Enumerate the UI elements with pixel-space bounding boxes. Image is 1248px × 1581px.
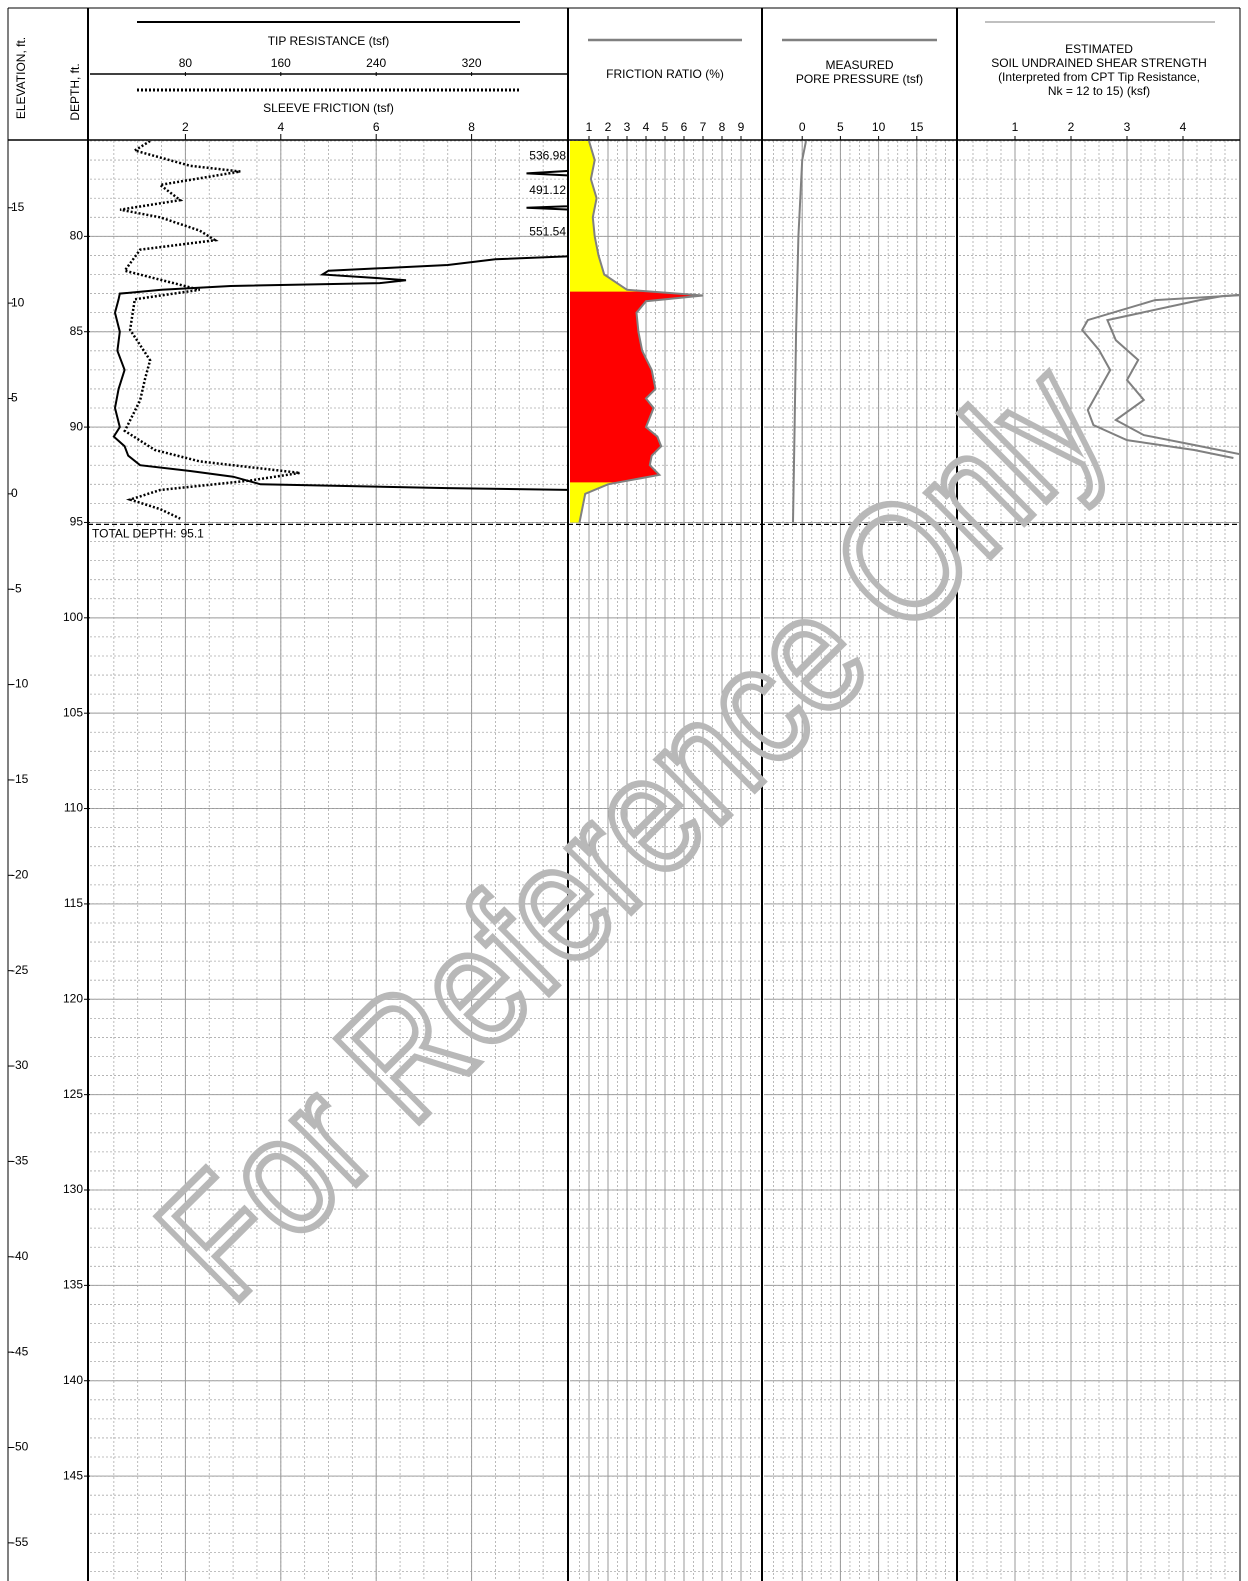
profile-line [1080,294,1239,459]
x-tick-label: 6 [681,120,688,134]
x2-tick-label: 2 [182,120,189,134]
elevation-tick-label: 5 [11,391,18,405]
elevation-tick-label: -5 [11,581,22,595]
depth-tick-label: 145 [63,1468,83,1482]
panel-marks [1080,293,1239,459]
elevation-tick-label: 10 [11,295,25,309]
depth-tick-label: 115 [64,896,83,910]
total-depth-label: TOTAL DEPTH: [92,527,176,541]
profile-line [1106,293,1239,455]
panel-title: PORE PRESSURE (tsf) [796,72,923,86]
x2-tick-label: 6 [373,120,380,134]
depth-tick-label: 135 [63,1278,83,1292]
panel-marks [570,141,704,523]
elevation-tick-label: 15 [11,200,25,214]
elevation-tick-label: -50 [11,1440,29,1454]
elevation-tick-label: -45 [11,1344,29,1358]
panel-title: TIP RESISTANCE (tsf) [268,34,390,48]
peak-label: 551.54 [529,225,566,239]
panel-title: Nk = 12 to 15) (ksf) [1048,84,1150,98]
profile-line [792,141,807,523]
x-tick-label: 3 [624,120,631,134]
profile-line [578,141,704,523]
panel-marks [792,141,807,523]
depth-tick-label: 80 [70,229,84,243]
elevation-tick-label: -55 [11,1535,29,1549]
x-tick-label: 2 [605,120,612,134]
x-tick-label: 1 [586,120,593,134]
profile-line [112,170,567,491]
total-depth-value: 95.1 [180,527,204,541]
depth-tick-label: 105 [63,705,83,719]
depth-tick-label: 100 [63,610,83,624]
elevation-header: ELEVATION, ft. [14,37,28,119]
elevation-tick-label: 0 [11,486,18,500]
panel-title: (Interpreted from CPT Tip Resistance, [998,70,1200,84]
panel-marks [112,141,567,520]
elevation-tick-label: -30 [11,1058,29,1072]
total-depth: TOTAL DEPTH: 95.1 [92,527,204,541]
depth-tick-label: 85 [70,324,84,338]
elevation-tick-label: -25 [11,963,29,977]
x-tick-label: 1 [1012,120,1019,134]
elevation-tick-label: -40 [11,1249,29,1263]
x-tick-label: 320 [462,56,482,70]
panel-title: SOIL UNDRAINED SHEAR STRENGTH [991,56,1207,70]
x-tick-label: 0 [799,120,806,134]
x-tick-label: 240 [366,56,386,70]
frame: ELEVATION, ft. DEPTH, ft. [7,7,1241,1581]
panel-title: ESTIMATED [1065,42,1133,56]
x-tick-label: 9 [738,120,745,134]
x-tick-label: 5 [837,120,844,134]
x-tick-label: 2 [1068,120,1075,134]
x-tick-label: 8 [719,120,726,134]
depth-tick-label: 140 [63,1373,83,1387]
x-tick-label: 160 [271,56,291,70]
x-tick-label: 10 [872,120,886,134]
depth-tick-label: 110 [64,801,83,815]
panel-title: MEASURED [825,58,893,72]
depth-tick-label: 120 [63,991,83,1005]
panel-title: FRICTION RATIO (%) [606,67,724,81]
x-tick-label: 4 [643,120,650,134]
x-tick-label: 4 [1180,120,1187,134]
x-tick-label: 15 [910,120,924,134]
x2-tick-label: 4 [277,120,284,134]
elevation-tick-label: -10 [11,677,29,691]
depth-tick-label: 95 [70,515,84,529]
x-tick-label: 3 [1124,120,1131,134]
x-tick-label: 7 [700,120,707,134]
profile-line [119,141,301,520]
x2-tick-label: 8 [468,120,475,134]
peak-label: 536.98 [529,148,566,162]
peak-label: 491.12 [529,183,566,197]
x-tick-label: 80 [179,56,193,70]
elevation-tick-label: -35 [11,1154,29,1168]
panel-title: SLEEVE FRICTION (tsf) [263,101,394,115]
depth-tick-label: 90 [70,419,84,433]
depth-tick-label: 125 [63,1087,83,1101]
elevation-tick-label: -20 [11,867,29,881]
elevation-tick-label: -15 [11,772,29,786]
zone-area [570,291,703,483]
x-tick-label: 5 [662,120,669,134]
depth-tick-label: 130 [63,1182,83,1196]
depth-header: DEPTH, ft. [68,63,82,120]
